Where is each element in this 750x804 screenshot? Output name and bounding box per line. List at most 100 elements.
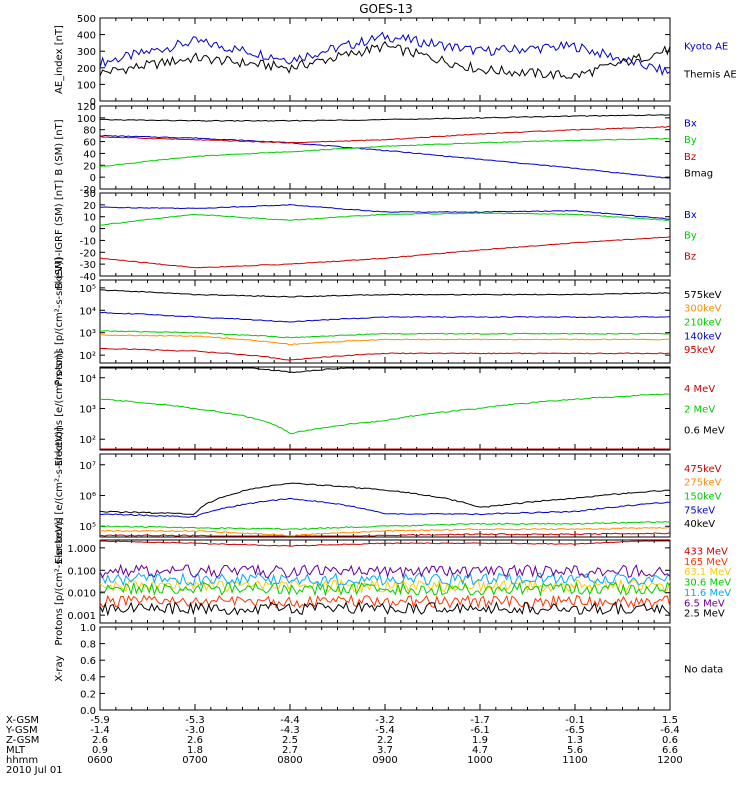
panel-6: 10⁵ 10⁶ 10⁷ Electrons [e/(cm²-s-sr-keV)] 475… — [54, 427, 722, 564]
footer-cell: -4.3 — [280, 725, 300, 736]
footer-cell: -0.1 — [565, 715, 585, 726]
footer-cell: 2.2 — [377, 735, 393, 746]
no-data-note: No data — [684, 665, 723, 676]
series-line-575keV — [99, 289, 671, 298]
y-tick-label: 40 — [83, 149, 96, 160]
y-tick-label: 10³ — [79, 329, 96, 340]
footer-cell: 0900 — [372, 755, 397, 766]
y-axis-label: B (SM) [nT] — [54, 119, 65, 175]
legend-entry: Bz — [684, 152, 696, 163]
legend-entry: 150keV — [684, 492, 722, 503]
y-tick-label: 200 — [77, 64, 96, 75]
y-axis-label: X-ray — [54, 655, 65, 681]
series-line-40keV — [99, 482, 671, 516]
legend-entry: Kyoto AE — [684, 42, 728, 53]
series-line-63.1-MeV — [99, 577, 671, 594]
footer-row-label: 2010 Jul 01 — [6, 765, 63, 776]
y-tick-label: 0.8 — [80, 640, 96, 651]
panel-8: 0.0 0.2 0.4 0.6 0.8 1.0 X-ray No data — [54, 623, 723, 717]
series-line-2.5-MeV — [99, 601, 671, 617]
footer-cell: 2.7 — [282, 745, 298, 756]
y-axis-label: Electrons [e/(cm²-s-sr-keV)] — [54, 427, 65, 564]
legend-entry: 40keV — [684, 519, 715, 530]
footer-cell: 6.6 — [662, 745, 678, 756]
series-line-By — [99, 212, 671, 226]
panel-frame — [99, 453, 671, 538]
legend-entry: By — [684, 135, 697, 146]
legend-entry: 140keV — [684, 331, 722, 342]
legend-entry: 2.5 MeV — [684, 609, 725, 620]
footer-cell: 1.8 — [187, 745, 203, 756]
y-tick-label: 10⁶ — [79, 492, 96, 503]
legend-entry: 0.6 MeV — [684, 425, 725, 436]
y-tick-label: 0.0 — [80, 706, 96, 717]
footer-cell: -4.4 — [280, 715, 300, 726]
footer-cell: -5.9 — [90, 715, 110, 726]
footer-cell: 1.9 — [472, 735, 488, 746]
y-axis-label: Electrons [e/(cm²-s-sr)] — [54, 351, 65, 467]
legend-entry: 2 MeV — [684, 405, 715, 416]
footer-cell: -6.5 — [565, 725, 585, 736]
legend-entry: 165 MeV — [684, 557, 728, 568]
legend-entry: 575keV — [684, 290, 722, 301]
series-line-By — [99, 137, 671, 168]
y-tick-label: 1.000 — [67, 544, 96, 555]
y-tick-label: -30 — [80, 260, 96, 271]
series-line-433-MeV — [100, 540, 670, 547]
footer-cell: -3.2 — [375, 715, 395, 726]
series-line-75keV — [99, 497, 671, 518]
footer-row-label: Y-GSM — [5, 725, 38, 736]
footer-cell: 1200 — [657, 755, 682, 766]
y-tick-label: 100 — [77, 114, 96, 125]
legend-entry: 63.1 MeV — [684, 567, 731, 578]
footer-cell: 1.3 — [567, 735, 583, 746]
series-line-Bmag — [100, 114, 670, 122]
footer-cell: 0.9 — [92, 745, 108, 756]
y-tick-label: 0.6 — [80, 656, 96, 667]
y-tick-label: 10³ — [79, 405, 96, 416]
y-tick-label: 10⁵ — [79, 284, 96, 295]
panel-frame — [99, 17, 671, 102]
legend-entry: Bx — [684, 119, 697, 130]
series-line-300keV — [99, 334, 671, 346]
y-tick-label: 0.2 — [80, 689, 96, 700]
footer-cell: 3.7 — [377, 745, 393, 756]
footer-cell: 2.6 — [92, 735, 108, 746]
y-tick-label: 0 — [90, 173, 96, 184]
y-tick-label: 0.001 — [67, 611, 96, 622]
y-axis-label: B (SM)-IGRF (SM) [nT] — [54, 180, 65, 289]
series-line-165-MeV — [99, 594, 671, 610]
legend-entry: 4 MeV — [684, 384, 715, 395]
footer-cell: 2.5 — [282, 735, 298, 746]
footer-row-label: hhmm — [6, 755, 38, 766]
series-line-30.6-MeV — [99, 581, 671, 597]
y-tick-label: 10² — [79, 351, 96, 362]
y-tick-label: 10² — [79, 435, 96, 446]
series-line-Bz — [99, 236, 671, 269]
y-tick-label: 20 — [83, 161, 96, 172]
footer-cell: 0800 — [277, 755, 302, 766]
y-tick-label: 0.100 — [67, 566, 96, 577]
y-tick-label: 10⁷ — [79, 461, 96, 472]
footer-cell: -6.4 — [660, 725, 680, 736]
y-tick-label: 30 — [83, 189, 96, 200]
y-tick-label: 300 — [77, 47, 96, 58]
series-line-150keV — [99, 520, 671, 531]
legend-entry: Bx — [684, 210, 697, 221]
y-tick-label: 1.0 — [80, 623, 96, 634]
series-line-0.6-MeV — [100, 367, 670, 374]
legend-entry: 95keV — [684, 345, 715, 356]
panel-1: 0 100 200 300 400 500 AE_index [nT] Kyoto AE The… — [54, 14, 737, 108]
y-tick-label: 10⁵ — [79, 522, 96, 533]
legend-entry: 30.6 MeV — [684, 578, 731, 589]
y-tick-label: 400 — [77, 31, 96, 42]
y-tick-label: -20 — [80, 185, 96, 196]
panel-frame — [99, 105, 671, 190]
legend-entry: Bz — [684, 251, 696, 262]
